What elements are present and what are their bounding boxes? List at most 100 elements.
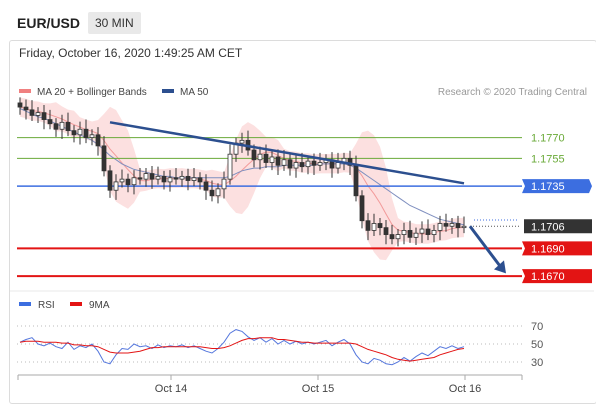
- candle-down: [275, 156, 281, 166]
- candle-down: [383, 227, 389, 235]
- candle-up: [293, 162, 299, 169]
- candle-down: [365, 220, 371, 231]
- last-price-label: 1.1706: [531, 221, 565, 233]
- candle-up: [227, 153, 233, 180]
- ma50-line: [19, 108, 465, 226]
- candle-down: [53, 123, 59, 130]
- pivot-level-tag: [522, 179, 592, 194]
- candle-down: [263, 153, 269, 163]
- candle-down: [71, 130, 77, 136]
- target-level-label: 1.1770: [531, 133, 565, 145]
- rsi-level-label: 30: [531, 357, 543, 369]
- candle-up: [191, 177, 197, 181]
- candle-down: [125, 178, 131, 186]
- research-credit: Research © 2020 Trading Central: [438, 87, 587, 98]
- candle-up: [317, 162, 323, 166]
- legend-label: MA 50: [180, 87, 209, 98]
- forecast-arrow-shaft: [468, 225, 503, 269]
- candle-up: [431, 230, 437, 235]
- candle-up: [35, 112, 41, 116]
- chart-datetime: Friday, October 16, 2020 1:49:25 AM CET: [19, 46, 243, 60]
- candle-down: [209, 189, 215, 197]
- candle-up: [371, 223, 377, 231]
- candle-down: [23, 106, 29, 111]
- candle-down: [443, 223, 449, 227]
- candle-up: [119, 178, 125, 183]
- rsi-legend-swatch: [19, 302, 31, 306]
- candle-up: [437, 223, 443, 231]
- candle-down: [377, 223, 383, 229]
- candle-down: [29, 109, 35, 116]
- candle-up: [419, 228, 425, 234]
- candle-up: [281, 159, 287, 166]
- candle-up: [335, 162, 341, 169]
- resistance-trendline: [109, 121, 465, 185]
- candle-up: [77, 128, 83, 136]
- candle-down: [197, 177, 203, 183]
- candle-up: [131, 177, 137, 186]
- candle-down: [149, 173, 155, 180]
- support-level-tag: [522, 241, 592, 256]
- candle-down: [107, 170, 113, 191]
- candle-up: [59, 121, 65, 130]
- timeframe-badge[interactable]: 30 MIN: [88, 12, 141, 34]
- candle-down: [299, 162, 305, 168]
- candle-down: [185, 175, 191, 181]
- candle-up: [461, 225, 467, 229]
- symbol-title: EUR/USD: [17, 15, 81, 31]
- legend-swatch-ma50: [162, 89, 174, 93]
- candle-up: [215, 188, 221, 197]
- candle-down: [47, 119, 53, 125]
- candle-down: [311, 160, 317, 166]
- candle-up: [155, 175, 161, 180]
- rsi-level-label: 50: [531, 339, 543, 351]
- pivot-level-label: 1.1735: [531, 181, 565, 193]
- rsi-legend-label: 9MA: [89, 300, 110, 311]
- last-price-tag: [524, 219, 592, 234]
- candle-down: [41, 112, 47, 120]
- candle-down: [137, 177, 143, 180]
- candle-down: [353, 164, 359, 197]
- candle-down: [101, 145, 107, 172]
- candle-up: [395, 234, 401, 240]
- candle-down: [203, 181, 209, 191]
- candle-up: [257, 153, 263, 161]
- candle-up: [179, 175, 185, 180]
- target-level-label: 1.1755: [531, 153, 565, 165]
- candle-up: [305, 160, 311, 168]
- x-axis-label: Oct 14: [155, 383, 187, 395]
- rsi-legend-swatch: [70, 302, 82, 306]
- candle-up: [269, 156, 275, 163]
- candle-up: [239, 139, 245, 144]
- forecast-arrow-head: [494, 260, 506, 274]
- x-axis-label: Oct 15: [302, 383, 334, 395]
- candle-down: [287, 159, 293, 169]
- candle-up: [167, 177, 173, 183]
- candle-down: [65, 121, 71, 132]
- candle-down: [161, 175, 167, 183]
- support-level-label: 1.1690: [531, 243, 565, 255]
- candle-down: [455, 223, 461, 229]
- bollinger-band: [20, 97, 464, 261]
- candle-down: [173, 177, 179, 180]
- candle-down: [359, 195, 365, 222]
- support-level-label: 1.1670: [531, 271, 565, 283]
- support-level-tag: [522, 269, 592, 284]
- candle-down: [347, 157, 353, 166]
- candle-down: [389, 234, 395, 240]
- candle-down: [251, 149, 257, 161]
- candle-down: [17, 102, 23, 108]
- candle-down: [95, 134, 101, 147]
- candle-up: [449, 223, 455, 227]
- rsi-level-label: 70: [531, 321, 543, 333]
- candle-up: [221, 178, 227, 190]
- candle-up: [413, 232, 419, 238]
- legend-label: MA 20 + Bollinger Bands: [37, 87, 147, 98]
- candle-up: [113, 181, 119, 191]
- candle-up: [143, 173, 149, 180]
- candle-up: [89, 134, 95, 138]
- legend-swatch-ma20: [19, 89, 31, 93]
- rsi-legend-label: RSI: [38, 300, 55, 311]
- candle-up: [401, 230, 407, 235]
